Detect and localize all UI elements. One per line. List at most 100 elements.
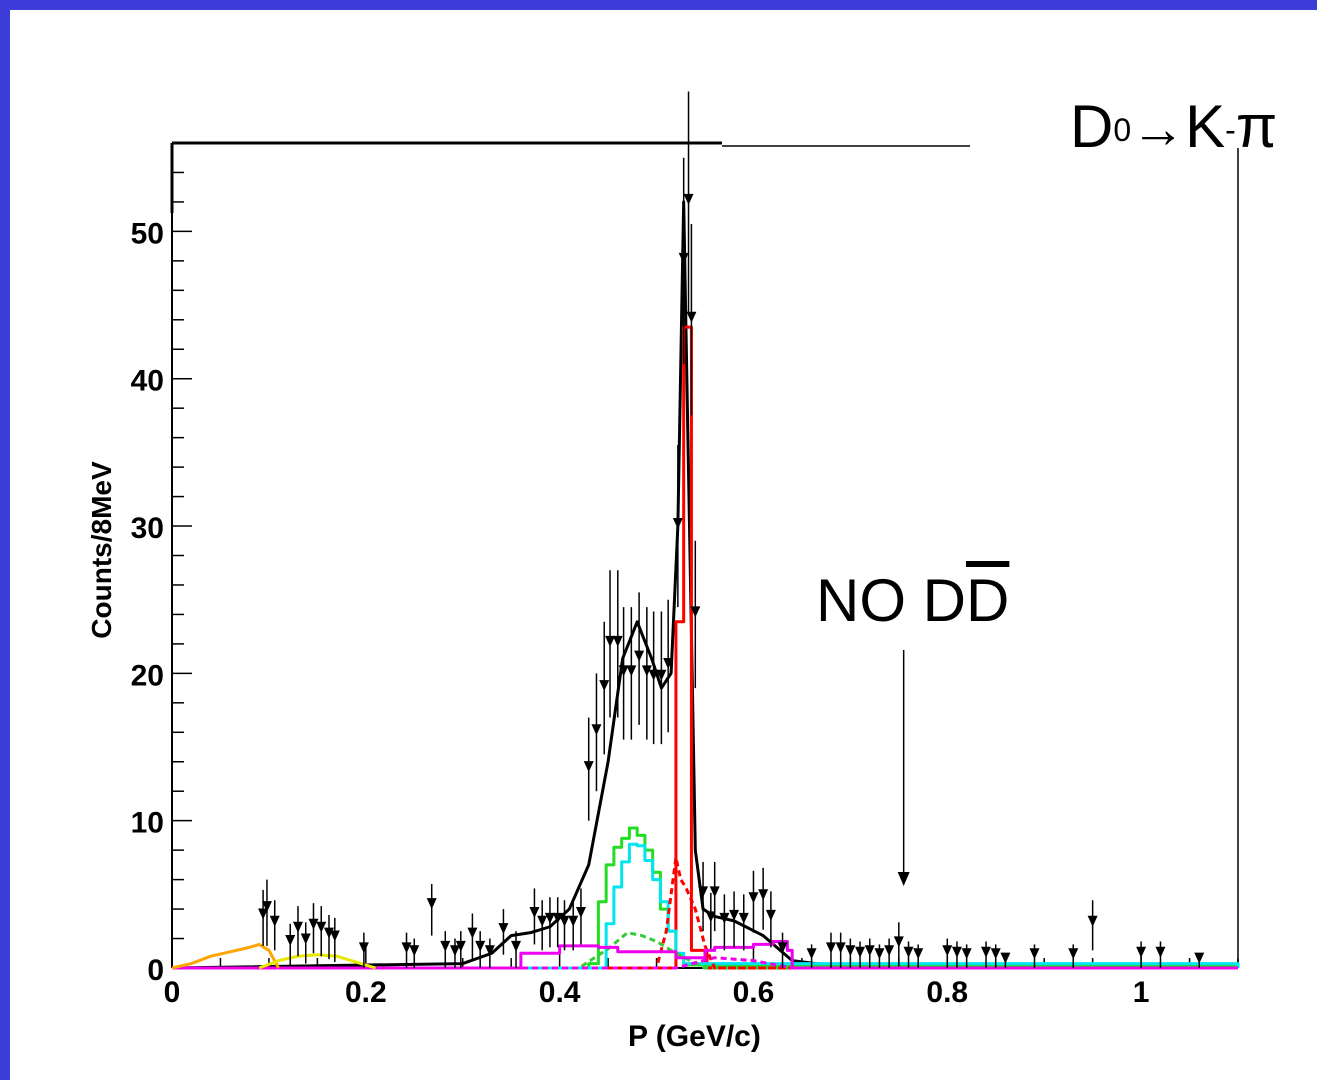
- x-tick-label: 0.8: [926, 976, 968, 1009]
- data-point: [498, 909, 509, 955]
- point-marker: [552, 912, 563, 924]
- data-point: [449, 938, 460, 968]
- point-marker: [690, 606, 701, 618]
- point-marker: [648, 669, 659, 681]
- data-point: [559, 900, 570, 951]
- point-marker: [484, 945, 495, 957]
- point-marker: [990, 948, 1001, 960]
- data-point: [874, 944, 885, 968]
- title-tail: π: [1235, 93, 1278, 160]
- data-point: [511, 931, 522, 968]
- data-point: [612, 570, 623, 718]
- point-marker: [618, 665, 629, 677]
- point-marker: [269, 915, 280, 927]
- point-marker: [656, 669, 667, 681]
- point-marker: [300, 933, 311, 945]
- data-point: [467, 913, 478, 960]
- y-axis-label: Counts/8MeV: [86, 461, 117, 639]
- data-point: [855, 941, 866, 968]
- point-marker: [825, 942, 836, 954]
- point-marker: [537, 915, 548, 927]
- annotation-prefix: NO D: [816, 567, 966, 634]
- data-point: [961, 944, 972, 968]
- data-point: [634, 592, 645, 725]
- x-tick-label: 0: [164, 976, 181, 1009]
- data-point: [686, 224, 697, 416]
- data-point: [258, 889, 269, 946]
- x-tick-label: 0.6: [733, 976, 775, 1009]
- point-marker: [544, 912, 555, 924]
- data-point: [599, 621, 610, 755]
- series-line-9: [258, 953, 376, 970]
- data-point: [678, 157, 689, 364]
- series-line-1: [172, 325, 1238, 970]
- data-point: [845, 938, 856, 968]
- title-product-sup: -: [1225, 112, 1236, 148]
- data-point: [618, 607, 629, 740]
- title-product: K: [1185, 93, 1226, 160]
- y-tick-label: 10: [131, 807, 164, 840]
- point-marker: [467, 927, 478, 939]
- plot-frame: [170, 141, 1239, 969]
- point-marker: [698, 886, 709, 898]
- point-marker: [612, 635, 623, 647]
- point-marker: [605, 635, 616, 647]
- point-marker: [1136, 946, 1147, 958]
- data-point: [1029, 944, 1040, 968]
- point-marker: [475, 940, 486, 952]
- slide: 0 10 20 30 40 50 0 0.2 0.4 0.6 0.8 1 D0→K-π NO DD C…: [10, 10, 1317, 1080]
- point-marker: [455, 940, 466, 952]
- point-marker: [285, 934, 296, 946]
- point-marker: [559, 915, 570, 927]
- data-point: [990, 944, 1001, 968]
- point-marker: [358, 942, 369, 954]
- data-point: [719, 894, 730, 951]
- point-marker: [729, 909, 740, 921]
- point-marker: [748, 892, 759, 904]
- data-point: [663, 599, 674, 733]
- point-marker: [942, 945, 953, 957]
- title-arrow: →: [1131, 99, 1186, 159]
- data-point: [583, 717, 594, 821]
- series-line-6: [172, 939, 1238, 970]
- point-marker: [261, 901, 272, 913]
- data-point: [864, 938, 875, 968]
- point-marker: [1087, 915, 1098, 927]
- point-marker: [758, 889, 769, 901]
- point-marker: [981, 946, 992, 958]
- series-line-5: [172, 856, 1238, 970]
- data-point: [641, 607, 652, 740]
- point-marker: [1194, 952, 1205, 964]
- y-tick-label: 50: [131, 217, 164, 250]
- y-tick-label: 40: [131, 365, 164, 398]
- data-point: [738, 894, 749, 951]
- data-point: [409, 938, 420, 968]
- annotation-dbar: D: [966, 567, 1010, 634]
- data-point: [401, 932, 412, 968]
- data-point: [475, 931, 486, 968]
- data-point: [568, 900, 579, 951]
- data-point: [765, 891, 776, 948]
- series-line-3: [172, 842, 1240, 970]
- point-marker: [961, 948, 972, 960]
- point-marker: [777, 942, 788, 954]
- point-marker: [893, 936, 904, 948]
- data-point: [316, 906, 327, 957]
- data-point: [455, 931, 466, 968]
- point-marker: [626, 665, 637, 677]
- data-point: [884, 938, 895, 968]
- point-marker: [913, 948, 924, 960]
- data-point: [825, 932, 836, 968]
- point-marker: [678, 252, 689, 264]
- data-point: [758, 867, 769, 930]
- data-point: [537, 900, 548, 951]
- point-marker: [258, 908, 269, 920]
- point-marker: [672, 518, 683, 530]
- y-tick-label: 0: [147, 954, 164, 987]
- data-point: [913, 944, 924, 968]
- point-marker: [845, 945, 856, 957]
- point-marker: [329, 930, 340, 942]
- data-point: [709, 861, 720, 932]
- point-marker: [903, 946, 914, 958]
- point-marker: [1068, 948, 1079, 960]
